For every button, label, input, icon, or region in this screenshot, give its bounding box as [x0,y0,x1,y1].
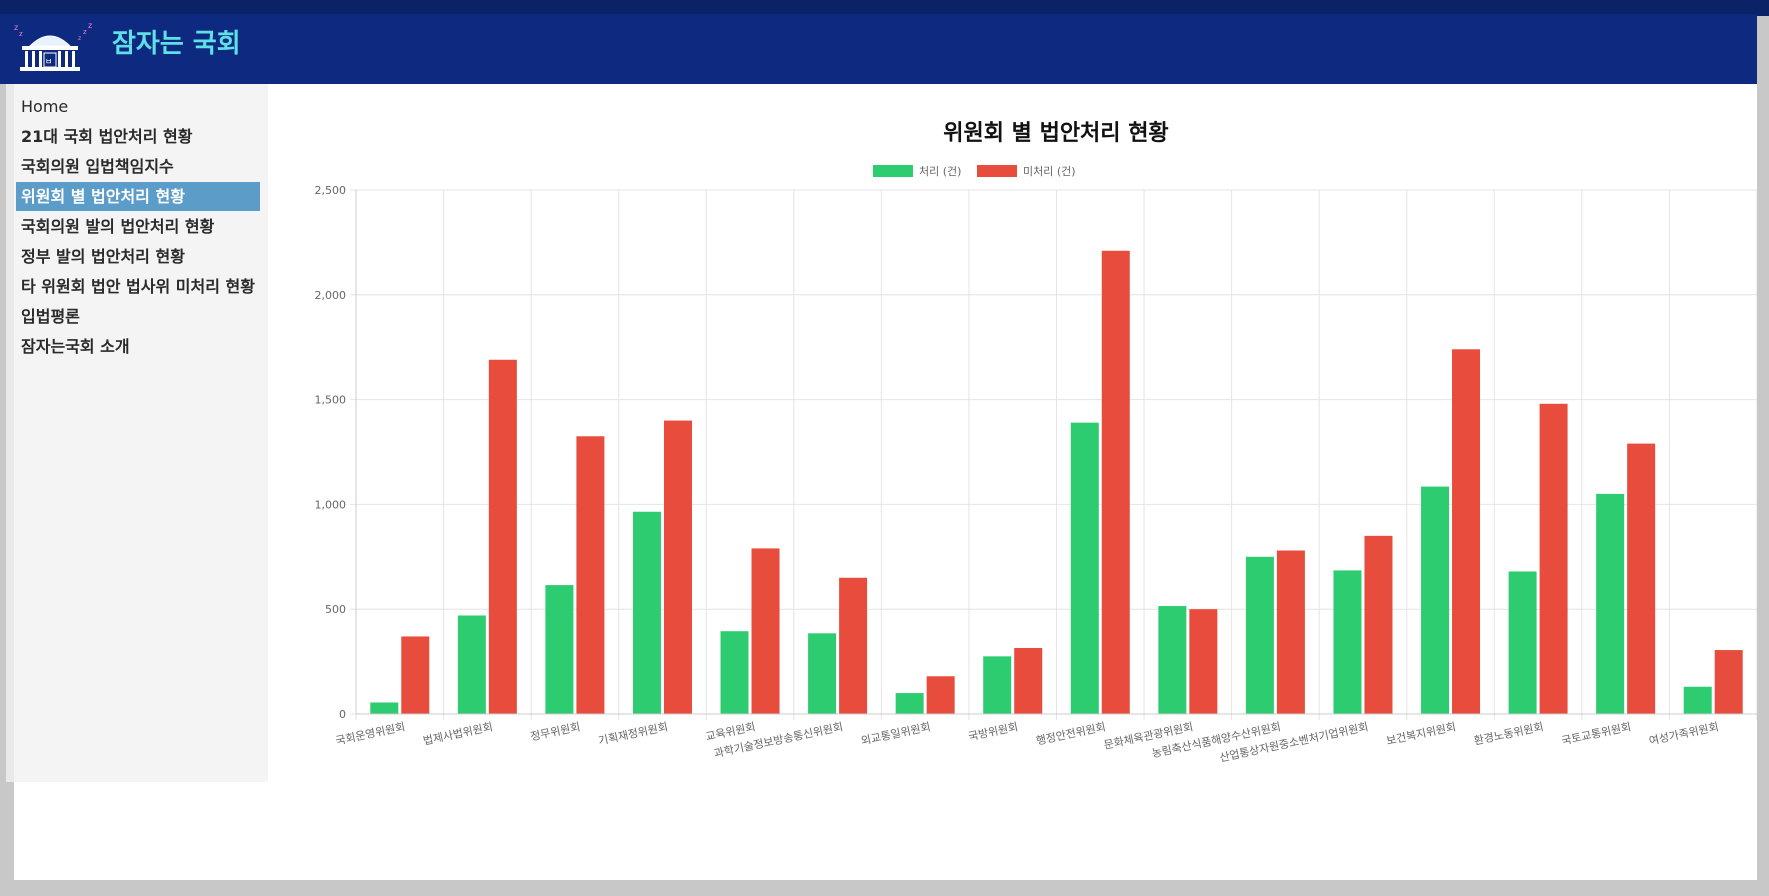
sidebar-item-committee-status[interactable]: 위원회 별 법안처리 현황 [16,182,260,211]
svg-text:ㅂ: ㅂ [45,57,52,66]
bar-unprocessed[interactable] [1364,535,1393,714]
sidebar-item-legislator-index[interactable]: 국회의원 입법책임지수 [21,157,174,176]
bar-unprocessed[interactable] [1452,349,1481,714]
main-content: 위원회 별 법안처리 현황 처리 (건) 미처리 (건) 0 500 1,000 1,5… [268,84,1757,880]
top-strip [0,0,1769,16]
bar-processed[interactable] [1683,686,1712,714]
x-tick-label: 보건복지위원회 [1385,720,1457,747]
x-tick-label: 외교통일위원회 [860,719,932,747]
sidebar-item-home[interactable]: Home [21,97,69,116]
app-header: z z z z z ㅂ 잠자는 국회 [0,14,1757,84]
bar-processed[interactable] [545,585,574,714]
committee-bar-chart: 위원회 별 법안처리 현황 처리 (건) 미처리 (건) 0 500 1,000 1,5… [315,121,1757,764]
sidebar: Home 21대 국회 법안처리 현황 국회의원 입법책임지수 위원회 별 법안… [14,84,268,782]
bar-processed[interactable] [457,615,486,714]
bar-processed[interactable] [1070,422,1099,714]
sidebar-item-21st-assembly-status[interactable]: 21대 국회 법안처리 현황 [21,127,193,146]
bar-unprocessed[interactable] [1014,647,1043,714]
x-tick-label: 국토교통위원회 [1560,720,1632,747]
x-tick-label: 정무위원회 [529,720,581,743]
national-assembly-logo-icon[interactable]: z z z z z ㅂ [14,20,104,76]
bar-unprocessed[interactable] [576,436,605,714]
y-tick-label: 2,500 [315,184,347,197]
bar-processed[interactable] [983,656,1012,714]
x-tick-label: 여성가족위원회 [1648,720,1720,747]
legend-label[interactable]: 처리 (건) [919,165,961,178]
x-tick-label: 행정안전위원회 [1035,720,1107,747]
sidebar-item-judiciary-pending[interactable]: 타 위원회 법안 법사위 미처리 현황 [21,277,255,296]
bar-unprocessed[interactable] [1189,609,1218,714]
bar-unprocessed[interactable] [488,359,517,714]
y-axis: 0 500 1,000 1,500 2,000 2,500 [315,184,357,721]
bar-processed[interactable] [1508,571,1537,714]
bar-unprocessed[interactable] [1276,550,1305,714]
y-tick-label: 0 [339,708,346,721]
chart-title: 위원회 별 법안처리 현황 [943,121,1168,146]
x-axis: 국회운영위원회 법제사법위원회 정무위원회 기획재정위원회 교육위원회과학기술정보방송통… [334,713,1757,764]
sidebar-item-member-bills[interactable]: 국회의원 발의 법안처리 현황 [21,217,215,236]
sidebar-footer-space [14,782,268,880]
svg-text:z: z [78,35,81,42]
x-tick-label: 국방위원회 [967,720,1019,743]
bar-processed[interactable] [1596,493,1625,714]
svg-text:z: z [83,28,87,36]
bar-processed[interactable] [370,702,399,714]
bar-unprocessed[interactable] [401,636,430,714]
x-tick-label: 기획재정위원회 [597,720,669,747]
svg-text:z: z [88,21,92,30]
chart-bars [370,250,1743,714]
x-tick-label: 환경노동위원회 [1473,720,1545,747]
y-tick-label: 2,000 [315,289,347,302]
sidebar-item-about[interactable]: 잠자는국회 소개 [21,337,130,356]
y-tick-label: 1,500 [315,394,347,407]
bar-unprocessed[interactable] [663,420,692,714]
legend-label[interactable]: 미처리 (건) [1023,165,1076,178]
x-tick-label: 국회운영위원회 [334,720,406,747]
sidebar-item-commentary[interactable]: 입법평론 [21,307,80,326]
legend-swatch[interactable] [873,165,913,177]
x-tick-label: 법제사법위원회 [422,720,494,747]
x-tick-label: 산업통상자원중소벤처기업위원회 [1218,720,1369,764]
bar-processed[interactable] [1333,570,1362,714]
bar-processed[interactable] [1421,486,1450,714]
y-tick-label: 1,000 [315,498,347,511]
chart-legend: 처리 (건) 미처리 (건) [873,165,1076,178]
svg-text:z: z [19,30,23,38]
bar-unprocessed[interactable] [926,676,955,714]
bar-processed[interactable] [1245,556,1274,714]
legend-swatch[interactable] [977,165,1017,177]
bar-unprocessed[interactable] [1101,250,1130,714]
bar-processed[interactable] [895,693,924,714]
y-tick-label: 500 [325,603,346,616]
app-title[interactable]: 잠자는 국회 [112,29,241,59]
bar-unprocessed[interactable] [751,548,780,714]
bar-unprocessed[interactable] [1539,403,1568,714]
bar-processed[interactable] [808,633,837,714]
bar-processed[interactable] [1158,606,1187,714]
bar-processed[interactable] [720,631,749,714]
bar-unprocessed[interactable] [1714,650,1743,714]
bar-unprocessed[interactable] [839,577,868,714]
bar-processed[interactable] [632,511,661,714]
bar-unprocessed[interactable] [1627,443,1656,714]
sidebar-item-government-bills[interactable]: 정부 발의 법안처리 현황 [21,247,185,266]
svg-text:z: z [14,23,18,32]
